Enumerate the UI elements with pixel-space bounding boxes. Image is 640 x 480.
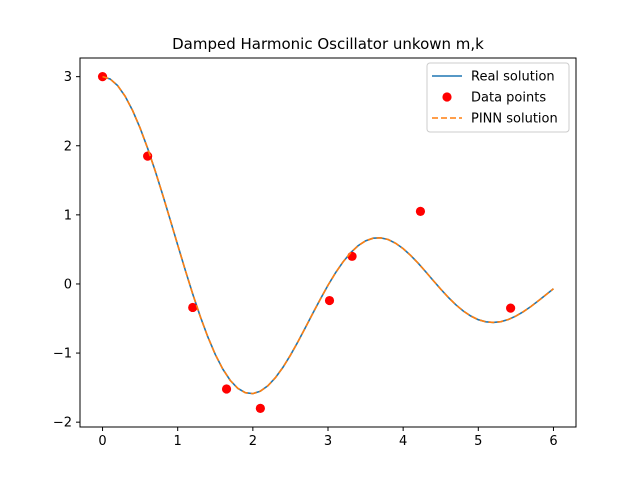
series-line-pinn-solution bbox=[102, 75, 554, 395]
y-tick-label: 1 bbox=[64, 208, 72, 223]
x-tick-label: 3 bbox=[324, 434, 332, 449]
data-point bbox=[255, 403, 265, 413]
x-tick-label: 4 bbox=[399, 434, 407, 449]
data-point bbox=[324, 295, 335, 306]
y-tick-label: 0 bbox=[64, 277, 72, 292]
legend-label-pinn-solution: PINN solution bbox=[471, 112, 558, 127]
y-axis: −2 −1 0 1 2 3 bbox=[53, 70, 80, 431]
data-point bbox=[415, 206, 426, 217]
data-point bbox=[221, 384, 232, 394]
x-tick-label: 6 bbox=[549, 434, 557, 449]
x-tick-label: 2 bbox=[249, 434, 257, 449]
legend-swatch-data-points bbox=[442, 92, 452, 102]
data-point bbox=[97, 72, 108, 82]
y-tick-label: 3 bbox=[64, 70, 72, 85]
x-axis: 0 1 2 3 4 5 6 bbox=[98, 427, 558, 449]
legend-box bbox=[426, 62, 570, 133]
y-tick-label: −1 bbox=[53, 347, 72, 362]
y-tick-label: 2 bbox=[64, 139, 72, 154]
x-tick-label: 5 bbox=[474, 434, 482, 449]
data-point bbox=[347, 251, 357, 261]
data-point bbox=[188, 302, 198, 313]
x-tick-label: 1 bbox=[174, 434, 182, 449]
y-tick-label: −2 bbox=[53, 416, 72, 431]
legend: Real solution Data points PINN solution bbox=[426, 62, 570, 133]
legend-label-data-points: Data points bbox=[471, 91, 546, 106]
data-point bbox=[506, 303, 516, 313]
plot-area bbox=[97, 72, 554, 413]
legend-label-real-solution: Real solution bbox=[471, 70, 555, 85]
chart-title: Damped Harmonic Oscillator unkown m,k bbox=[172, 35, 484, 53]
x-tick-label: 0 bbox=[98, 434, 106, 449]
